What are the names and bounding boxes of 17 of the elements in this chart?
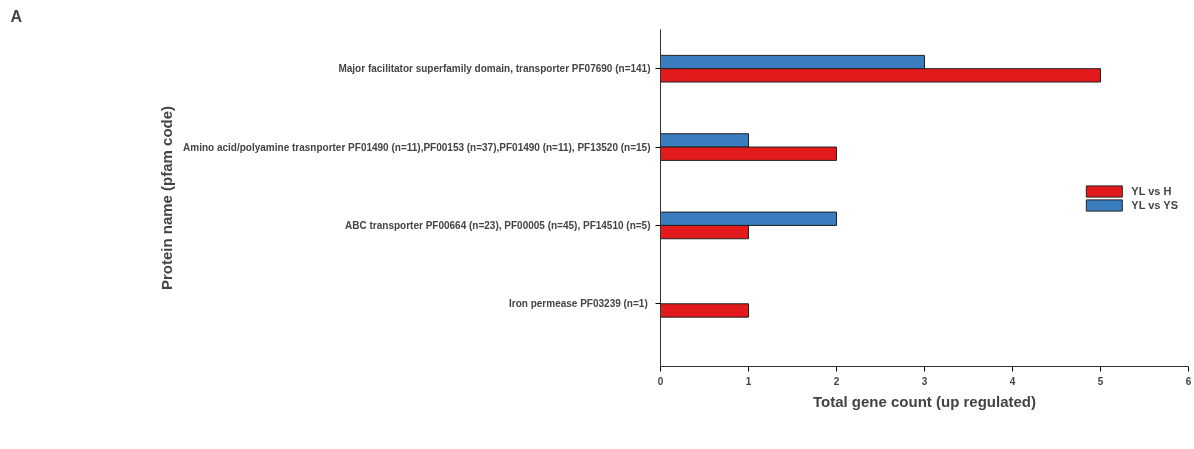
x-tick-label: 2 xyxy=(833,375,840,387)
y-tick-label: Amino acid/polyamine trasnporter PF01490 (n=11),PF00153 (n=37),PF01490 (n=11), PF13520 (n=15) xyxy=(183,141,651,153)
x-tick-label: 0 xyxy=(657,375,664,387)
bar xyxy=(660,303,749,318)
text: A xyxy=(10,7,23,25)
x-tick-label: 1 xyxy=(745,375,752,387)
legend-label: YL vs YS xyxy=(1131,197,1178,212)
y-tick-label: Iron permease PF03239 (n=1) xyxy=(509,298,648,310)
x-tick-label: 6 xyxy=(1185,375,1192,387)
x-tick-label: 5 xyxy=(1097,375,1104,387)
x-axis-title: Total gene count (up regulated) xyxy=(812,392,1037,410)
x-tick-label: 4 xyxy=(1009,375,1016,387)
y-axis-title: Protein name (pfam code) xyxy=(158,105,176,291)
y-tick-label: Major facilitator superfamily domain, transporter PF07690 (n=141) xyxy=(338,63,651,75)
x-tick-label: 3 xyxy=(921,375,928,387)
y-tick-label: ABC transporter PF00664 (n=23), PF00005 (n=45), PF14510 (n=5) xyxy=(345,219,651,231)
legend-label: YL vs H xyxy=(1131,183,1172,198)
